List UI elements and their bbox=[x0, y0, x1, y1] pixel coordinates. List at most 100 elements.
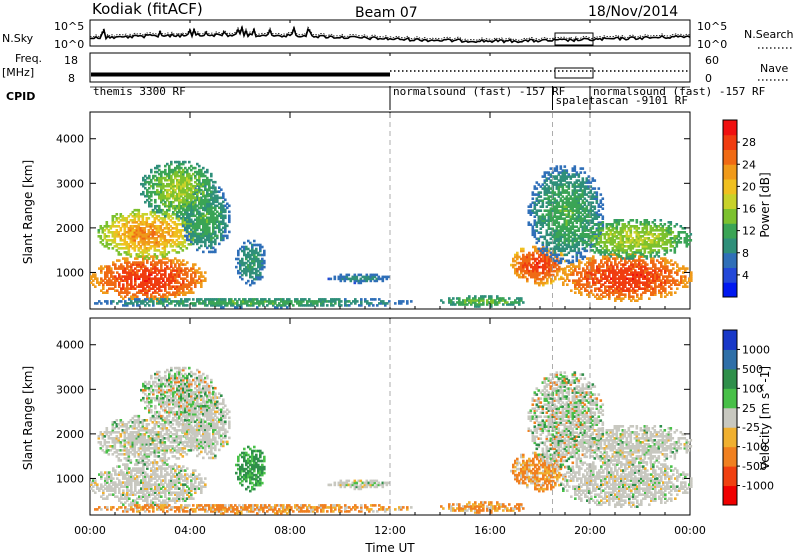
power-cell bbox=[520, 297, 523, 300]
power-cell bbox=[220, 228, 223, 232]
power-cell bbox=[192, 277, 195, 280]
power-cell bbox=[168, 196, 171, 200]
power-cell bbox=[158, 261, 161, 264]
power-cell bbox=[164, 196, 167, 200]
power-cell bbox=[200, 236, 203, 240]
power-cell bbox=[196, 162, 199, 166]
power-cell bbox=[125, 253, 129, 256]
power-cell bbox=[126, 277, 129, 280]
power-cell bbox=[132, 297, 135, 300]
power-cell bbox=[161, 237, 165, 240]
power-cell bbox=[122, 279, 125, 282]
power-cell bbox=[180, 194, 183, 198]
power-cell bbox=[198, 281, 201, 284]
power-cell bbox=[153, 245, 157, 248]
power-cell bbox=[180, 204, 183, 208]
power-cell bbox=[222, 200, 225, 204]
power-cell bbox=[170, 287, 173, 290]
power-cell bbox=[670, 259, 673, 262]
power-cell bbox=[212, 226, 215, 230]
power-cell bbox=[216, 200, 219, 204]
power-cell bbox=[190, 234, 193, 238]
power-cell bbox=[186, 212, 189, 216]
power-cell bbox=[204, 220, 207, 224]
power-cell bbox=[127, 221, 131, 224]
power-cell bbox=[145, 235, 149, 238]
power-cell bbox=[170, 182, 173, 186]
power-cell bbox=[172, 196, 175, 200]
power-cell bbox=[123, 223, 127, 226]
power-cell bbox=[119, 227, 123, 230]
power-cell bbox=[174, 277, 177, 280]
power-cell bbox=[144, 255, 147, 258]
power-cell bbox=[166, 172, 169, 176]
power-cell bbox=[174, 287, 177, 290]
power-cell bbox=[178, 215, 181, 218]
power-cell bbox=[190, 279, 193, 282]
power-cell bbox=[141, 233, 145, 236]
power-cell bbox=[145, 225, 149, 228]
power-cell bbox=[176, 215, 179, 218]
power-cell bbox=[183, 221, 187, 224]
power-cell bbox=[170, 263, 173, 266]
power-cell bbox=[228, 216, 231, 220]
power-cell bbox=[206, 168, 209, 172]
power-cell bbox=[190, 198, 193, 202]
power-cell bbox=[218, 186, 221, 189]
power-cell bbox=[152, 291, 155, 294]
power-cell bbox=[165, 241, 169, 244]
power-cell bbox=[218, 190, 221, 193]
power-cell bbox=[184, 218, 187, 222]
power-cell bbox=[155, 245, 159, 248]
power-cell bbox=[182, 180, 185, 184]
power-cell bbox=[186, 202, 189, 206]
power-cell bbox=[206, 238, 209, 242]
power-cell bbox=[154, 279, 157, 282]
power-cell bbox=[142, 283, 145, 286]
power-cell bbox=[161, 219, 165, 222]
power-cell bbox=[123, 251, 127, 254]
power-cell bbox=[158, 196, 161, 200]
power-cell bbox=[173, 233, 177, 236]
power-cell bbox=[208, 212, 211, 216]
power-cell bbox=[583, 171, 587, 174]
power-cell bbox=[180, 180, 183, 184]
power-cell bbox=[122, 287, 125, 290]
power-cell bbox=[200, 168, 203, 172]
power-cell bbox=[458, 297, 461, 300]
power-cell bbox=[212, 250, 215, 254]
power-cell bbox=[261, 245, 264, 249]
power-cell bbox=[115, 231, 119, 234]
power-cell bbox=[114, 277, 117, 280]
power-cell bbox=[184, 204, 187, 208]
power-cell bbox=[182, 269, 185, 272]
power-cell bbox=[139, 227, 143, 230]
power-cell bbox=[194, 218, 197, 222]
power-cell bbox=[147, 225, 151, 228]
power-cell bbox=[188, 204, 191, 208]
power-cell bbox=[206, 228, 209, 232]
power-cell bbox=[137, 249, 141, 252]
power-cell bbox=[112, 300, 115, 303]
power-cell bbox=[670, 291, 673, 294]
power-cell bbox=[178, 259, 181, 262]
power-cell bbox=[119, 239, 123, 242]
power-cell bbox=[194, 170, 197, 174]
power-cell bbox=[142, 178, 145, 182]
power-cell bbox=[129, 231, 133, 234]
power-cell bbox=[180, 287, 183, 290]
power-cell bbox=[214, 240, 217, 244]
power-cell bbox=[130, 271, 133, 274]
power-cell bbox=[220, 188, 223, 191]
power-cell bbox=[129, 239, 133, 242]
power-cell bbox=[148, 279, 151, 282]
power-cell bbox=[526, 277, 529, 281]
power-cell bbox=[102, 283, 105, 286]
power-cell bbox=[102, 287, 105, 290]
power-cell bbox=[196, 242, 199, 246]
power-cell bbox=[136, 265, 139, 268]
power-cell bbox=[103, 245, 107, 248]
power-cell bbox=[182, 224, 185, 228]
power-cell bbox=[144, 275, 147, 278]
power-cell bbox=[121, 239, 125, 242]
